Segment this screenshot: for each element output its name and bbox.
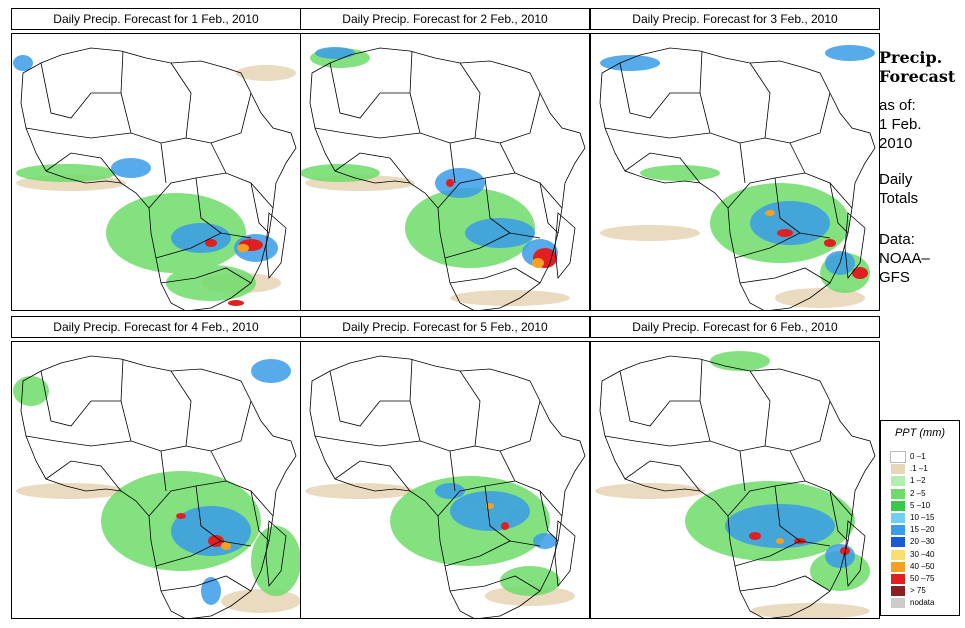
forecast-panel-day3: Daily Precip. Forecast for 3 Feb., 2010 [590,8,880,311]
forecast-panel-day4: Daily Precip. Forecast for 4 Feb., 2010 [11,316,301,619]
legend-label: 2 –5 [910,488,926,498]
legend-label: 0 –1 [910,452,926,461]
precip-legend: PPT (mm) 0 –1 .1 –1 1 –2 2 –5 5 –10 10 –15 15 … [880,420,960,616]
panel-title: Daily Precip. Forecast for 6 Feb., 2010 [590,316,880,338]
daily-line-1: Daily [879,171,913,188]
legend-swatch [891,537,905,548]
legend-label: 50 –75 [910,574,935,583]
data-line-2: NOAA– [879,250,930,267]
panel-title: Daily Precip. Forecast for 4 Feb., 2010 [11,316,301,338]
legend-title: PPT (mm) [894,427,946,439]
legend-swatch [891,549,905,560]
legend-swatch [891,513,905,523]
forecast-panel-day6: Daily Precip. Forecast for 6 Feb., 2010 [590,316,880,619]
africa-precip-map [300,341,590,619]
sidebar-daily: Daily Totals [879,170,918,208]
legend-swatch [890,451,906,463]
legend-label: 15 –20 [910,525,935,535]
data-line-1: Data: [879,231,915,248]
legend-swatch [891,561,905,572]
legend-label: 30 –40 [910,549,935,559]
legend-label: 10 –15 [910,513,935,522]
legend-swatch [891,464,905,475]
forecast-panel-day2: Daily Precip. Forecast for 2 Feb., 2010 [300,8,590,311]
asof-date-2: 2010 [879,135,913,152]
sidebar-heading: Precip. Forecast [879,48,955,86]
heading-line-1: Precip. [879,48,943,67]
sidebar-asof: as of: 1 Feb. 2010 [879,96,922,153]
africa-precip-map [11,341,301,619]
asof-label: as of: [879,97,916,114]
heading-line-2: Forecast [879,67,956,86]
legend-swatch [891,586,905,597]
panel-title: Daily Precip. Forecast for 5 Feb., 2010 [300,316,590,338]
legend-label: > 75 [910,586,926,596]
legend-swatch [891,574,905,584]
legend-label: .1 –1 [910,464,928,474]
panel-title: Daily Precip. Forecast for 1 Feb., 2010 [11,8,301,30]
africa-precip-map [590,33,880,311]
panel-title: Daily Precip. Forecast for 3 Feb., 2010 [590,8,880,30]
legend-swatch [891,476,905,487]
legend-label: 5 –10 [910,500,931,510]
asof-date-1: 1 Feb. [879,116,922,133]
legend-swatch [891,598,905,609]
forecast-panel-day1: Daily Precip. Forecast for 1 Feb., 2010 [11,8,301,311]
legend-swatch [891,525,905,536]
forecast-panel-day5: Daily Precip. Forecast for 5 Feb., 2010 [300,316,590,619]
africa-precip-map [590,341,880,619]
legend-label: 40 –50 [910,561,935,571]
africa-precip-map [11,33,301,311]
legend-label: 1 –2 [910,476,926,486]
legend-swatch [891,500,905,511]
legend-label: 20 –30 [910,537,935,547]
data-line-3: GFS [879,269,910,286]
panel-title: Daily Precip. Forecast for 2 Feb., 2010 [300,8,590,30]
africa-precip-map [300,33,590,311]
sidebar-data-source: Data: NOAA– GFS [879,230,930,287]
legend-swatch [891,488,905,499]
daily-line-2: Totals [879,190,919,207]
legend-label: nodata [910,598,935,608]
